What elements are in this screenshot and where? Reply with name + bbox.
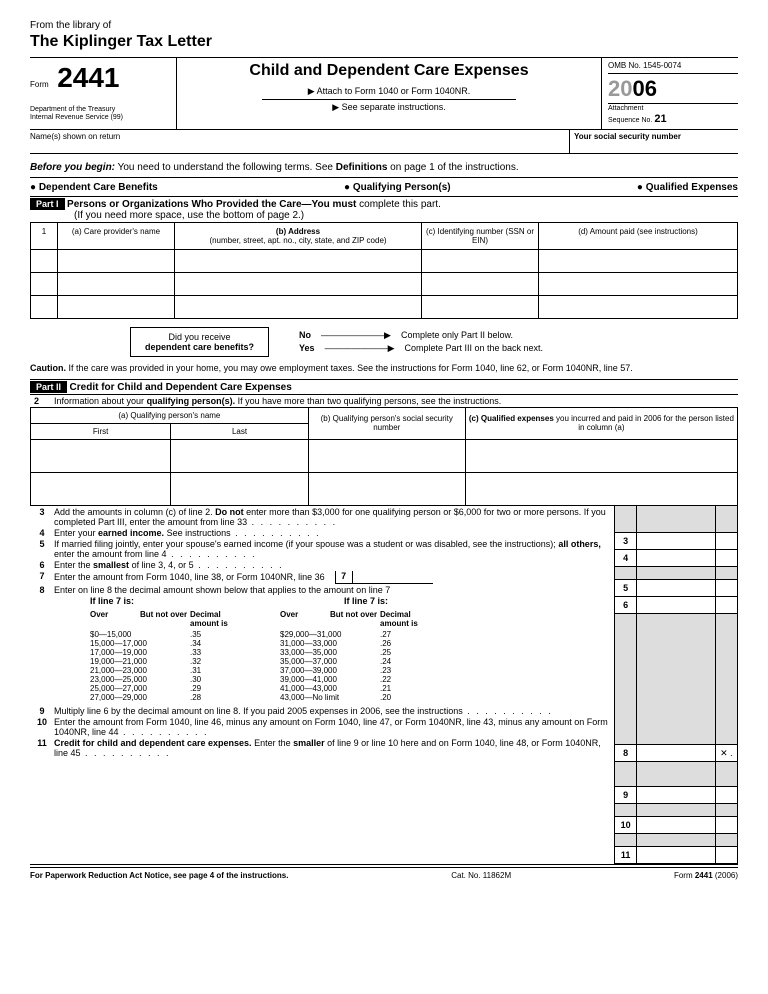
- bullet-2: ● Qualifying Person(s): [344, 182, 451, 193]
- benefits-question: Did you receive dependent care benefits?…: [130, 327, 738, 357]
- benefits-yes: Yes: [299, 343, 315, 353]
- footer-left: For Paperwork Reduction Act Notice, see …: [30, 871, 288, 880]
- page-footer: For Paperwork Reduction Act Notice, see …: [30, 867, 738, 880]
- benefits-no: No: [299, 330, 311, 340]
- part1-label: Part I: [30, 198, 65, 210]
- col-c: (c) Identifying number (SSN or EIN): [422, 223, 539, 250]
- benefits-q2: dependent care benefits?: [145, 342, 254, 352]
- seq-num: 21: [654, 113, 666, 125]
- col-d: (d) Amount paid (see instructions): [539, 223, 738, 250]
- col-a: (a) Care provider's name: [58, 223, 175, 250]
- seq-label: Sequence No.: [608, 117, 652, 124]
- bullet-3: ● Qualified Expenses: [637, 182, 738, 193]
- part1-sub: (If you need more space, use the bottom …: [74, 210, 304, 221]
- bullet-1: ● Dependent Care Benefits: [30, 182, 158, 193]
- line1-num: 1: [31, 223, 58, 250]
- line2-header: 2Information about your qualifying perso…: [30, 395, 738, 408]
- year-suffix: 06: [632, 76, 656, 101]
- line9-text: Multiply line 6 by the decimal amount on…: [54, 706, 614, 716]
- line7-text: Enter the amount from Form 1040, line 38…: [54, 571, 614, 584]
- amount-column: 3 4 5 6 8✕ . 9 10 11: [614, 506, 738, 864]
- omb-number: OMB No. 1545-0074: [608, 61, 738, 74]
- line11-text: Credit for child and dependent care expe…: [54, 738, 614, 758]
- ssn-label: Your social security number: [569, 130, 738, 153]
- caution-text: Caution. If the care was provided in you…: [30, 363, 738, 373]
- qp-last: Last: [171, 423, 309, 439]
- part2-title: Credit for Child and Dependent Care Expe…: [70, 382, 292, 393]
- benefits-no-text: Complete only Part II below.: [401, 330, 513, 340]
- decimal-table: OverBut not overDecimal amount is $0—15,…: [90, 610, 614, 702]
- qp-col-a: (a) Qualifying person's name: [31, 408, 309, 424]
- line4-text: Enter your earned income. See instructio…: [54, 528, 614, 538]
- part1-header: Part I Persons or Organizations Who Prov…: [30, 197, 738, 223]
- line8-text: Enter on line 8 the decimal amount shown…: [54, 585, 614, 595]
- line10-text: Enter the amount from Form 1040, line 46…: [54, 717, 614, 737]
- part2-header: Part II Credit for Child and Dependent C…: [30, 379, 738, 395]
- attachment-label: Attachment: [608, 105, 643, 112]
- subtitle-2: ▶ See separate instructions.: [262, 99, 516, 113]
- benefits-q1: Did you receive: [169, 332, 231, 342]
- line3-text: Add the amounts in column (c) of line 2.…: [54, 507, 614, 527]
- before-you-begin: Before you begin: You need to understand…: [30, 162, 738, 178]
- part2-label: Part II: [30, 381, 67, 393]
- dept-line2: Internal Revenue Service (99): [30, 114, 170, 122]
- year-prefix: 20: [608, 76, 632, 101]
- library-from: From the library of: [30, 20, 738, 31]
- library-name: The Kiplinger Tax Letter: [30, 33, 738, 51]
- footer-cat: Cat. No. 11862M: [451, 871, 511, 880]
- care-provider-table: 1 (a) Care provider's name (b) Address(n…: [30, 223, 738, 319]
- qualifying-person-table: (a) Qualifying person's name (b) Qualify…: [30, 408, 738, 506]
- line5-text: If married filing jointly, enter your sp…: [54, 539, 614, 559]
- line7-box: 7: [335, 571, 353, 584]
- col-b: (b) Address(number, street, apt. no., ci…: [175, 223, 422, 250]
- form-number: 2441: [57, 62, 119, 93]
- form-label: Form: [30, 80, 49, 89]
- term-bullets: ● Dependent Care Benefits ● Qualifying P…: [30, 182, 738, 197]
- qp-first: First: [31, 423, 171, 439]
- benefits-yes-text: Complete Part III on the back next.: [404, 343, 543, 353]
- name-label: Name(s) shown on return: [30, 130, 569, 153]
- qp-col-b: (b) Qualifying person's social security …: [308, 408, 465, 440]
- subtitle-1: ▶ Attach to Form 1040 or Form 1040NR.: [177, 86, 601, 97]
- qp-col-c: (c) Qualified expenses you incurred and …: [465, 408, 737, 440]
- form-title: Child and Dependent Care Expenses: [177, 62, 601, 80]
- line6-text: Enter the smallest of line 3, 4, or 5 . …: [54, 560, 614, 570]
- form-header: Form 2441 Department of the Treasury Int…: [30, 57, 738, 130]
- dept-line1: Department of the Treasury: [30, 106, 170, 114]
- name-ssn-row: Name(s) shown on return Your social secu…: [30, 130, 738, 154]
